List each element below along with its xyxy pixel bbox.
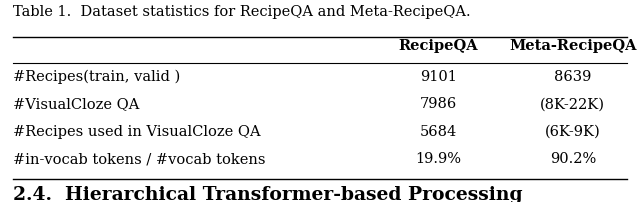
- Text: (8K-22K): (8K-22K): [540, 97, 605, 111]
- Text: 2.4.  Hierarchical Transformer-based Processing: 2.4. Hierarchical Transformer-based Proc…: [13, 185, 522, 202]
- Text: 8639: 8639: [554, 70, 591, 84]
- Text: 5684: 5684: [420, 124, 457, 138]
- Text: #in-vocab tokens / #vocab tokens: #in-vocab tokens / #vocab tokens: [13, 152, 266, 165]
- Text: Table 1.  Dataset statistics for RecipeQA and Meta-RecipeQA.: Table 1. Dataset statistics for RecipeQA…: [13, 5, 470, 19]
- Text: #Recipes used in VisualCloze QA: #Recipes used in VisualCloze QA: [13, 124, 260, 138]
- Text: 7986: 7986: [420, 97, 457, 111]
- Text: (6K-9K): (6K-9K): [545, 124, 601, 138]
- Text: 9101: 9101: [420, 70, 457, 84]
- Text: 90.2%: 90.2%: [550, 152, 596, 165]
- Text: RecipeQA: RecipeQA: [399, 38, 478, 52]
- Text: 19.9%: 19.9%: [415, 152, 461, 165]
- Text: Meta-RecipeQA: Meta-RecipeQA: [509, 38, 637, 52]
- Text: #Recipes(train, valid ): #Recipes(train, valid ): [13, 70, 180, 84]
- Text: #VisualCloze QA: #VisualCloze QA: [13, 97, 139, 111]
